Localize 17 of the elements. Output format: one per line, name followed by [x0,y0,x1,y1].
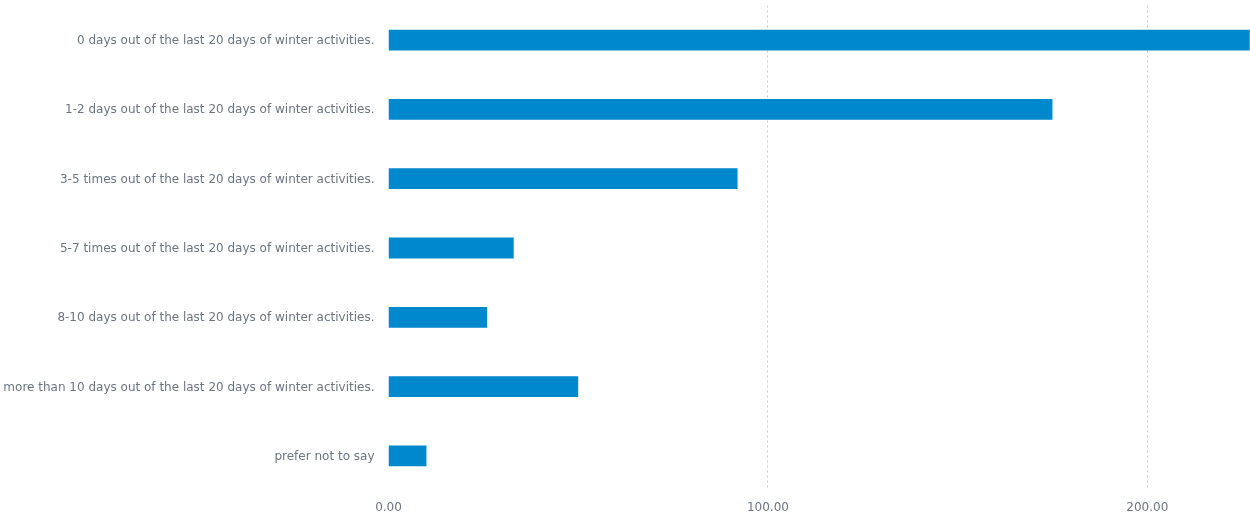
y-tick-label: more than 10 days out of the last 20 days of winter activities. [3,379,375,394]
y-tick-label: 5-7 times out of the last 20 days of winter activities. [59,241,375,255]
y-tick-label: 8-10 days out of the last 20 days of winter activities. [57,310,375,325]
bar [388,99,1053,120]
x-tick-label: 0.00 [375,499,402,513]
bar [388,445,427,467]
x-tick-label: 200.00 [1126,499,1169,513]
bar [388,168,738,190]
bar [388,376,579,397]
bar [388,237,514,259]
bar [388,29,1250,51]
y-tick-label: 0 days out of the last 20 days of winter activities. [76,33,375,48]
y-tick-label: prefer not to say [274,448,375,463]
y-tick-label: 3-5 times out of the last 20 days of winter activities. [59,171,375,186]
x-tick-label: 100.00 [746,499,789,513]
y-tick-label: 1-2 days out of the last 20 days of winter activities. [65,102,375,117]
bar [388,306,488,328]
